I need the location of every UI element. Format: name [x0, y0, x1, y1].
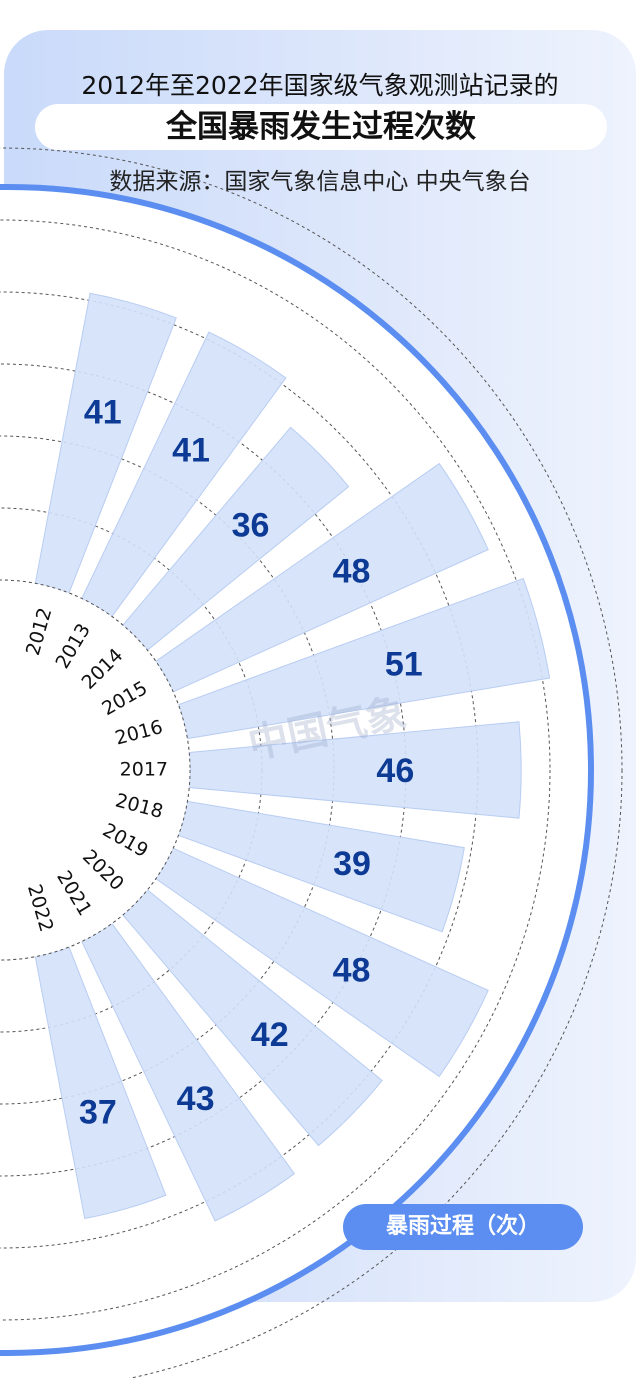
- inner-disc: [0, 579, 191, 961]
- value-label: 51: [385, 645, 423, 683]
- year-label: 2017: [120, 759, 168, 781]
- title-line-1: 2012年至2022年国家级气象观测站记录的: [81, 71, 559, 100]
- value-label: 39: [333, 845, 371, 883]
- value-label: 36: [232, 507, 270, 545]
- value-label: 48: [333, 952, 371, 990]
- value-label: 42: [251, 1016, 289, 1054]
- value-label: 46: [376, 752, 414, 790]
- grid-circle: [0, 219, 551, 1321]
- value-label: 43: [177, 1080, 215, 1118]
- value-label: 41: [172, 432, 210, 470]
- value-label: 48: [333, 552, 371, 590]
- legend-label: 暴雨过程（次）: [343, 1204, 583, 1250]
- value-label: 37: [79, 1093, 117, 1131]
- data-source: 数据来源：国家气象信息中心 中央气象台: [109, 169, 531, 195]
- value-label: 41: [84, 393, 122, 431]
- grid-circle: [0, 147, 623, 1378]
- chart-title: 全国暴雨发生过程次数: [35, 104, 607, 150]
